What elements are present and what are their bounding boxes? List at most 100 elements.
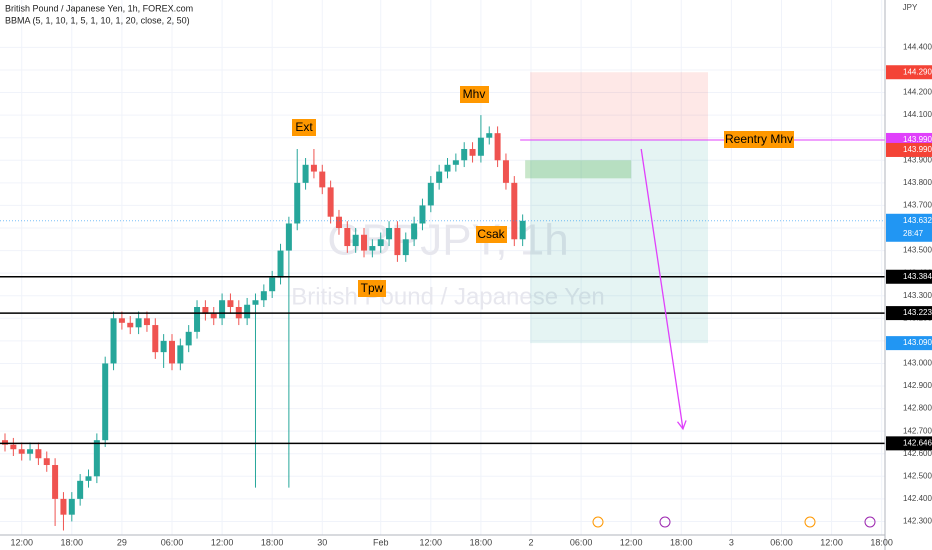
- x-tick-label: 12:00: [620, 537, 643, 547]
- candle-body: [436, 171, 443, 183]
- y-tick-label: 142.500: [903, 471, 932, 480]
- stop-zone: [530, 72, 708, 140]
- price-tag: [886, 436, 932, 451]
- candle-body: [110, 318, 117, 364]
- candle-body: [27, 449, 34, 454]
- candle-body: [277, 250, 284, 278]
- x-tick-label: 18:00: [470, 537, 493, 547]
- candle-body: [185, 331, 192, 346]
- y-tick-label: 142.300: [903, 517, 932, 526]
- candle-body: [461, 148, 468, 161]
- candle-body: [160, 340, 167, 353]
- candle-body: [118, 318, 125, 323]
- x-tick-label: 18:00: [870, 537, 893, 547]
- y-tick-label: 144.100: [903, 110, 932, 119]
- annotation-box: [724, 131, 794, 148]
- candle-body: [377, 239, 384, 247]
- price-tag: [886, 306, 932, 321]
- chart-title: British Pound / Japanese Yen, 1h, FOREX.…: [5, 3, 193, 13]
- candle-body: [352, 234, 359, 247]
- candle-body: [244, 304, 251, 319]
- candle-body: [502, 160, 509, 183]
- candle-body: [77, 480, 84, 499]
- y-tick-label: 143.800: [903, 178, 932, 187]
- candle-body: [260, 291, 267, 301]
- candle-body: [43, 458, 50, 466]
- candle-body: [60, 498, 67, 515]
- annotation: Reentry Mhv: [725, 132, 793, 146]
- candle-body: [152, 325, 159, 353]
- candle-body: [93, 440, 100, 477]
- x-tick-label: 12:00: [10, 537, 33, 547]
- x-tick-label: 12:00: [211, 537, 234, 547]
- price-tag-label: 143.384: [903, 272, 932, 281]
- candle-body: [477, 137, 484, 156]
- candle-body: [294, 182, 301, 224]
- annotation: Csak: [477, 227, 505, 241]
- candle-body: [427, 182, 434, 206]
- candle-body: [10, 444, 17, 450]
- plot: [0, 72, 885, 531]
- candle-body: [2, 440, 9, 445]
- candle-body: [227, 300, 234, 308]
- y-tick-label: 143.300: [903, 291, 932, 300]
- x-tick-label: 3: [729, 537, 734, 547]
- price-tag-label: 143.990: [903, 145, 932, 154]
- candle-body: [486, 133, 493, 138]
- indicator-label: BBMA (5, 1, 10, 1, 5, 1, 10, 1, 20, clos…: [5, 15, 190, 25]
- y-tick-label: 143.500: [903, 246, 932, 255]
- candle-body: [35, 449, 42, 459]
- y-tick-label: 142.400: [903, 494, 932, 503]
- y-tick-label: 144.400: [903, 43, 932, 52]
- annotation: Ext: [295, 120, 313, 134]
- annotation: Tpw: [361, 281, 384, 295]
- annotation-box: [476, 226, 507, 243]
- candle-body: [202, 307, 209, 314]
- price-tag-label: 143.632: [903, 216, 932, 225]
- candle-body: [419, 205, 426, 224]
- x-tick-label: 2: [528, 537, 533, 547]
- candle-body: [219, 300, 226, 319]
- zone: [525, 160, 632, 179]
- candle-body: [411, 223, 418, 240]
- candle-body: [127, 322, 134, 328]
- price-tag: [886, 213, 932, 242]
- annotation-box: [358, 280, 386, 297]
- countdown: 28:47: [903, 229, 924, 238]
- candle-body: [194, 307, 201, 332]
- candle-body: [386, 227, 393, 240]
- annotation: Mhv: [463, 87, 486, 101]
- candle-body: [210, 313, 217, 319]
- arrow: [640, 148, 684, 429]
- candle-body: [168, 340, 175, 364]
- axis: 142.300 142.400 142.500 142.600 142.700 142.8…: [10, 43, 932, 547]
- candle-body: [511, 182, 518, 240]
- y-tick-label: 143.000: [903, 359, 932, 368]
- candle-body: [469, 148, 476, 156]
- x-tick-label: Feb: [373, 537, 389, 547]
- candle-body: [319, 171, 326, 188]
- candle-body: [494, 133, 501, 161]
- y-tick-label: 143.900: [903, 155, 932, 164]
- x-tick-label: 30: [317, 537, 327, 547]
- candle-body: [177, 345, 184, 364]
- x-tick-label: 06:00: [161, 537, 184, 547]
- y-tick-label: 144.200: [903, 88, 932, 97]
- x-tick-label: 18:00: [670, 537, 693, 547]
- candle-body: [369, 246, 376, 251]
- candle-body: [394, 227, 401, 256]
- x-tick-label: 18:00: [61, 537, 84, 547]
- target-zone: [530, 139, 708, 344]
- candle-body: [344, 227, 351, 247]
- x-tick-label: 12:00: [820, 537, 843, 547]
- candle-body: [402, 239, 409, 256]
- candle-body: [361, 234, 368, 251]
- y-tick-label: 142.900: [903, 381, 932, 390]
- price-tag-label: 143.990: [903, 135, 932, 144]
- candle-body: [285, 223, 292, 251]
- y-tick-label: 142.800: [903, 404, 932, 413]
- candle-body: [252, 300, 259, 305]
- currency: JPY: [903, 3, 918, 12]
